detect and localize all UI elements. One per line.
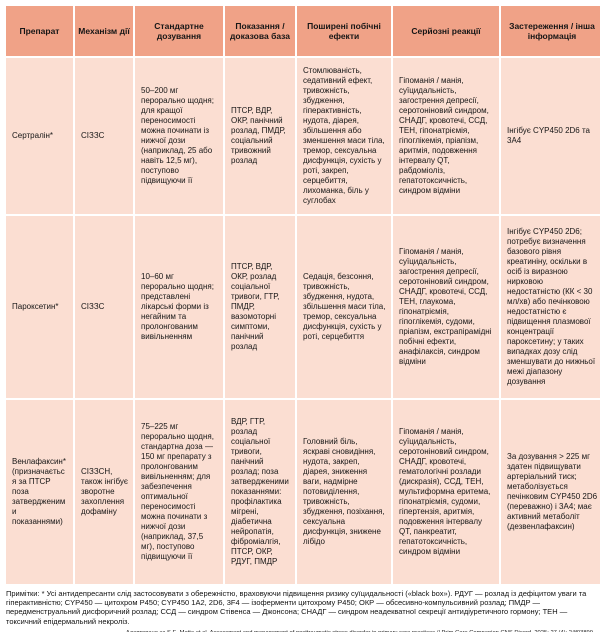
footnotes: Примітки: * Усі антидепресанти слід заст… (6, 589, 587, 626)
header-serious-reactions: Серйозні реакції (393, 6, 499, 56)
table-row-sertraline: Сертралін* СІЗЗС 50–200 мг перорально що… (6, 58, 600, 214)
cell-drug: Венлафаксин* (призначається за ПТСР поза… (6, 400, 73, 584)
header-side-effects: Поширені побічні ефекти (297, 6, 391, 56)
cell-serious-reactions: Гіпоманія / манія, суїцидальність, загос… (393, 216, 499, 398)
cell-indications: ПТСР, ВДР, ОКР, панічний розлад, ПМДР, с… (225, 58, 295, 214)
cell-warnings: Інгібує CYP450 2D6 та 3A4 (501, 58, 600, 214)
cell-mechanism: СІЗЗС (75, 216, 133, 398)
cell-drug: Сертралін* (6, 58, 73, 214)
antidepressant-comparison-table: Препарат Механізм дії Стандартне дозуван… (4, 4, 600, 586)
cell-indications: ВДР, ГТР, розлад соціальної тривоги, пан… (225, 400, 295, 584)
header-indications: Показання / доказова база (225, 6, 295, 56)
source-citation: Адаптовано за S.E. Matta et al. Assessme… (4, 626, 597, 632)
cell-mechanism: СІЗЗС (75, 58, 133, 214)
cell-side-effects: Головний біль, яскраві сновидіння, нудот… (297, 400, 391, 584)
cell-warnings: За дозування > 225 мг здатен підвищувати… (501, 400, 600, 584)
header-warnings: Застереження / інша інформація (501, 6, 600, 56)
cell-dosing: 50–200 мг перорально щодня; для кращої п… (135, 58, 223, 214)
cell-mechanism: СІЗЗСН, також інгібує зворотне захопленн… (75, 400, 133, 584)
cell-drug: Пароксетин* (6, 216, 73, 398)
header-mechanism: Механізм дії (75, 6, 133, 56)
table-row-paroxetine: Пароксетин* СІЗЗС 10–60 мг перорально що… (6, 216, 600, 398)
cell-indications: ПТСР, ВДР, ОКР, розлад соціальної тривог… (225, 216, 295, 398)
cell-warnings: Інгібує CYP450 2D6; потребує визначення … (501, 216, 600, 398)
cell-dosing: 10–60 мг перорально щодня; представлені … (135, 216, 223, 398)
table-header-row: Препарат Механізм дії Стандартне дозуван… (6, 6, 600, 56)
cell-dosing: 75–225 мг перорально щодня, стандартна д… (135, 400, 223, 584)
cell-side-effects: Стомлюваність, седативний ефект, тривожн… (297, 58, 391, 214)
header-dosing: Стандартне дозування (135, 6, 223, 56)
cell-serious-reactions: Гіпоманія / манія, суїцидальність, серот… (393, 400, 499, 584)
cell-side-effects: Седація, безсоння, тривожність, збудженн… (297, 216, 391, 398)
cell-serious-reactions: Гіпоманія / манія, суїцидальність, загос… (393, 58, 499, 214)
header-drug: Препарат (6, 6, 73, 56)
table-row-venlafaxine: Венлафаксин* (призначається за ПТСР поза… (6, 400, 600, 584)
